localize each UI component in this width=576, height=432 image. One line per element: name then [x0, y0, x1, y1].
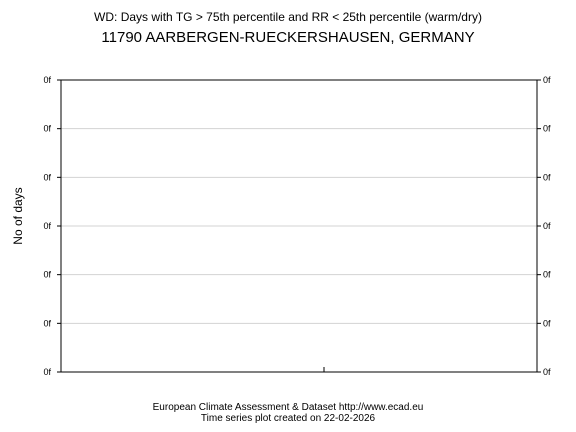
- y-tick-label-left: 0f: [43, 221, 51, 231]
- y-tick-label-right: 0f: [543, 172, 551, 182]
- y-tick-label-right: 0f: [543, 221, 551, 231]
- chart-title: WD: Days with TG > 75th percentile and R…: [94, 10, 482, 24]
- y-tick-label-left: 0f: [43, 75, 51, 85]
- chart-subtitle: 11790 AARBERGEN-RUECKERSHAUSEN, GERMANY: [101, 29, 474, 46]
- y-tick-label-left: 0f: [43, 124, 51, 134]
- y-tick-label-left: 0f: [43, 172, 51, 182]
- footer-credit: European Climate Assessment & Dataset ht…: [153, 402, 424, 413]
- axis-ticks: [57, 79, 541, 373]
- y-tick-label-right: 0f: [543, 270, 551, 280]
- y-tick-label-left: 0f: [43, 318, 51, 328]
- grid-lines: [61, 128, 537, 324]
- y-axis-label: No of days: [11, 187, 25, 244]
- y-tick-label-right: 0f: [543, 318, 551, 328]
- y-tick-label-left: 0f: [43, 270, 51, 280]
- y-tick-label-right: 0f: [543, 75, 551, 85]
- plot-frame: [60, 79, 538, 373]
- y-tick-labels-left: 0f 0f 0f 0f 0f 0f 0f: [43, 75, 51, 377]
- y-tick-labels-right: 0f 0f 0f 0f 0f 0f 0f: [543, 75, 551, 377]
- y-tick-label-left: 0f: [43, 367, 51, 377]
- y-tick-label-right: 0f: [543, 124, 551, 134]
- y-tick-label-right: 0f: [543, 367, 551, 377]
- footer-created: Time series plot created on 22-02-2026: [201, 413, 376, 424]
